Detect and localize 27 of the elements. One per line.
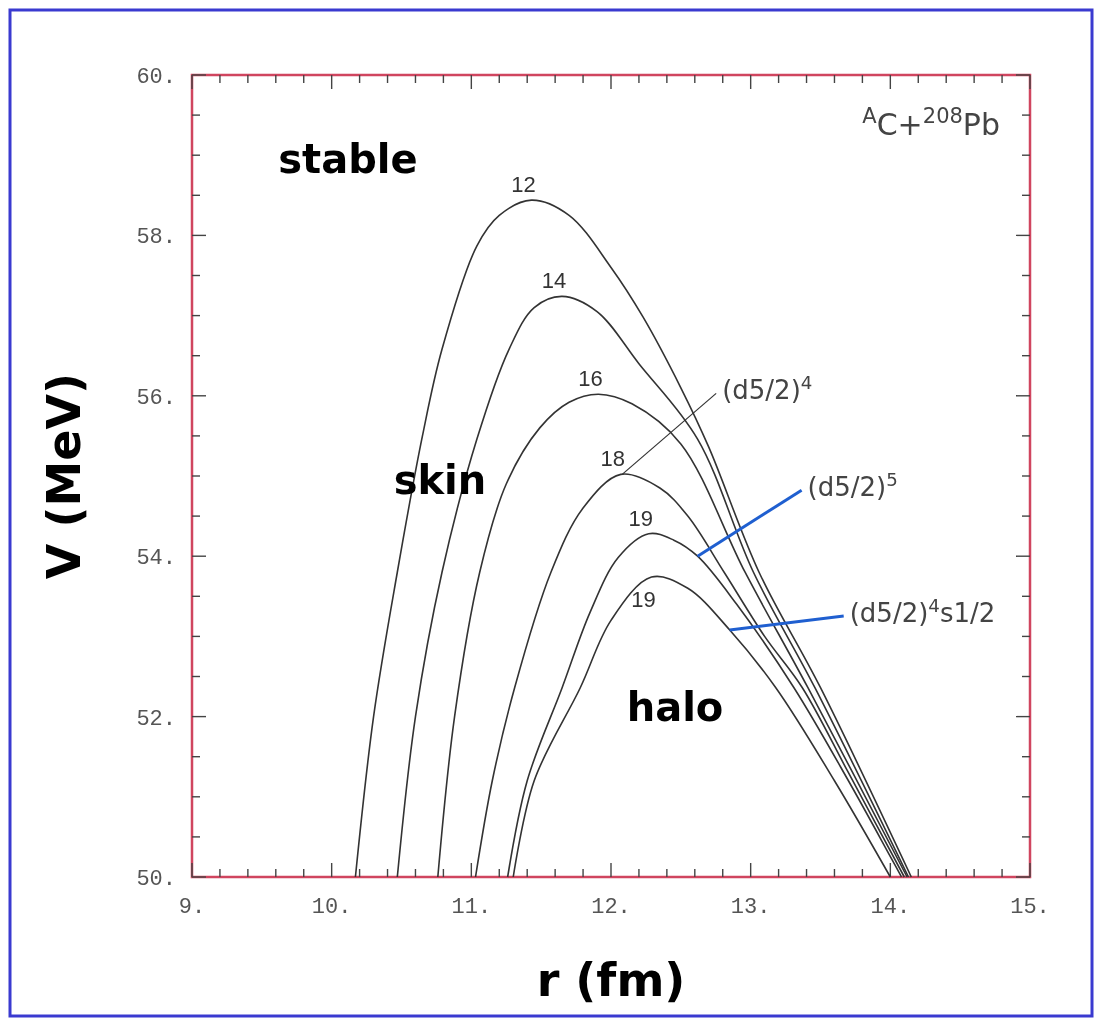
x-tick-label: 9. <box>178 895 206 920</box>
annotation: halo <box>626 684 724 730</box>
annotation: (d5/2)$^{5}$ <box>807 468 898 503</box>
y-axis-title: V (MeV) <box>37 372 91 580</box>
y-tick-label: 58. <box>136 225 176 251</box>
annotation: stable <box>278 136 418 182</box>
text: $^{A}$C+$^{208}$Pb <box>862 104 1000 142</box>
series-label: 16 <box>578 366 603 392</box>
y-tick-label: 52. <box>136 706 176 732</box>
x-tick-label: 14. <box>870 895 911 920</box>
y-tick-label: 54. <box>136 546 176 572</box>
x-tick-label: 15. <box>1010 895 1050 920</box>
annotation: (d5/2)$^{4}$ <box>722 371 813 406</box>
y-tick-label: 60. <box>136 65 176 90</box>
x-tick-label: 12. <box>591 895 631 920</box>
y-tick-label: 50. <box>136 867 176 892</box>
x-tick-label: 13. <box>730 895 771 920</box>
x-tick-label: 10. <box>311 895 352 920</box>
x-tick-label: 11. <box>451 895 492 920</box>
series-label: 12 <box>511 172 536 198</box>
annotation: (d5/2)$^{4}$s1/2 <box>849 594 996 628</box>
series-label: 18 <box>600 446 626 472</box>
series-label: 19 <box>628 505 653 531</box>
x-axis-title: r (fm) <box>536 953 686 1007</box>
y-tick-label: 56. <box>136 385 176 411</box>
series-label: 19 <box>631 587 656 613</box>
series-label: 14 <box>541 268 567 294</box>
